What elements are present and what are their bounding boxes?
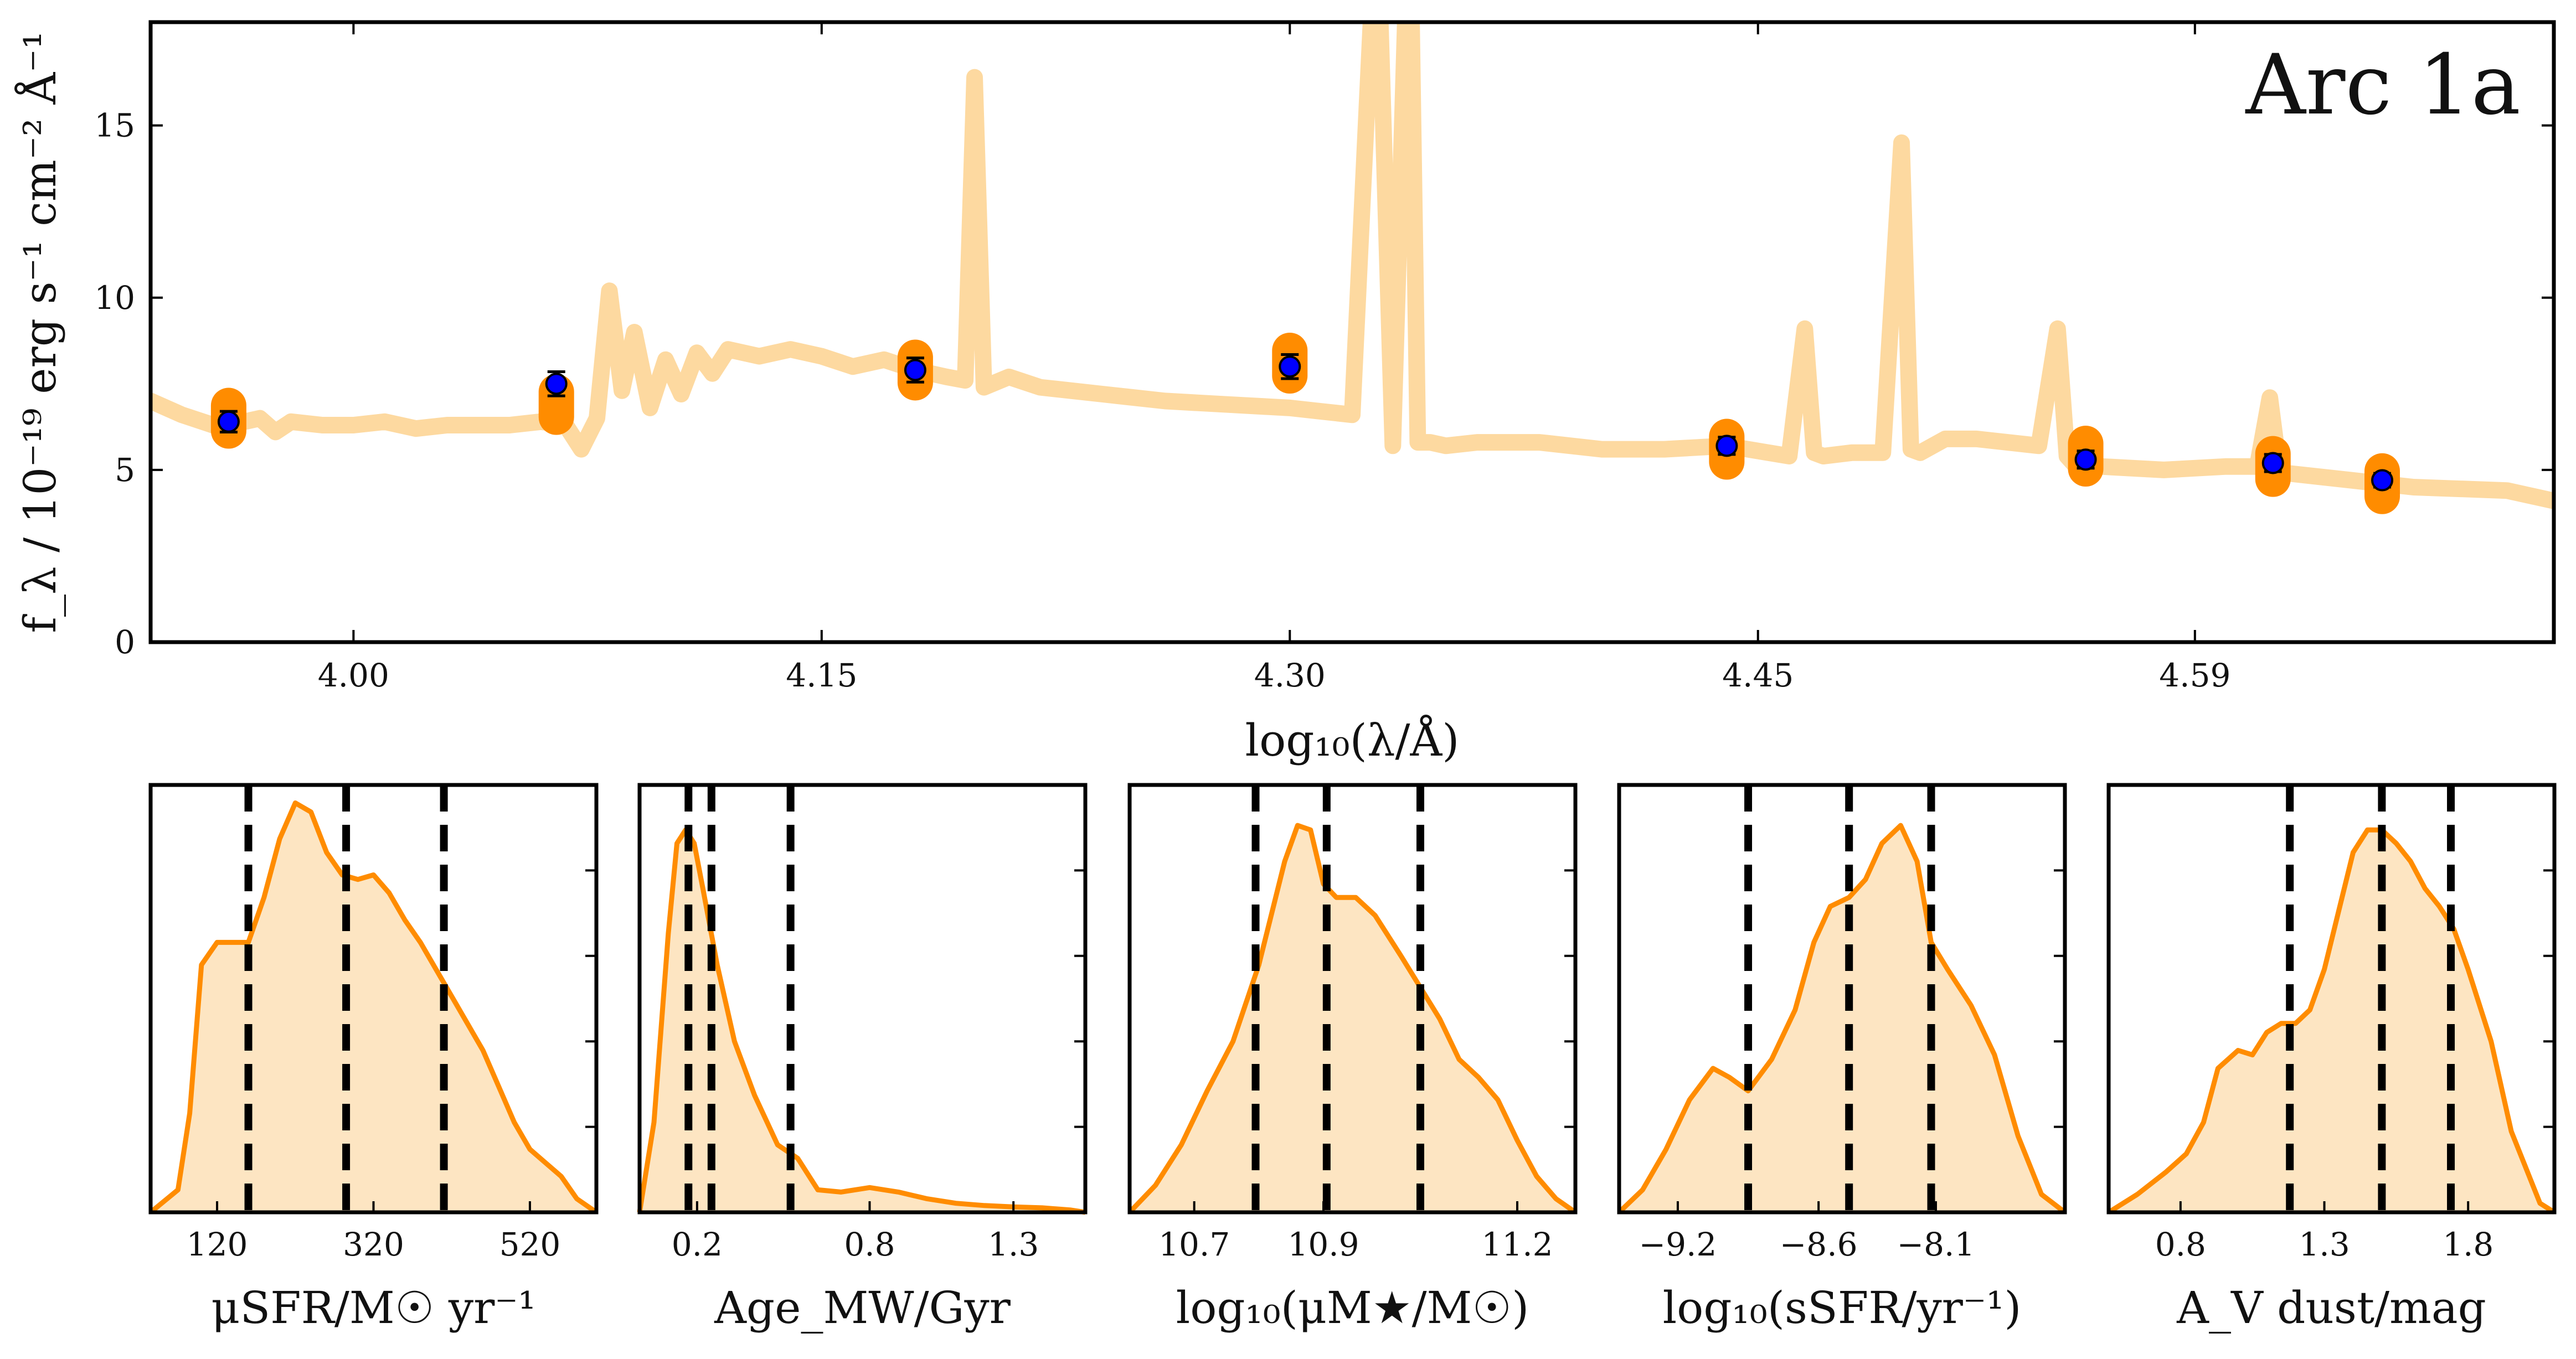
posterior-x-axis-label: μSFR/M☉ yr⁻¹ (211, 1282, 535, 1334)
sed-x-tick-label: 4.00 (318, 657, 389, 694)
sed-axes: 4.00 4.15 4.30 4.45 4.59 0 5 10 15 (94, 20, 2556, 694)
sed-x-axis-label: log₁₀(λ/Å) (1245, 714, 1460, 766)
observed-photometry-point (2371, 469, 2393, 492)
posterior-x-axis-label: Age_MW/Gyr (714, 1282, 1011, 1334)
posterior-x-tick-label: −8.6 (1780, 1226, 1858, 1263)
posterior-x-axis-label: log₁₀(μM★/M☉) (1176, 1282, 1529, 1334)
panel-annotation: Arc 1a (2245, 37, 2521, 133)
sed-y-tick-label: 10 (94, 279, 135, 317)
sed-x-tick-label: 4.45 (1722, 657, 1794, 694)
posterior-x-tick-label: 11.2 (1481, 1226, 1553, 1263)
posterior-x-tick-label: 120 (187, 1226, 248, 1263)
posterior-panel: 10.7 10.9 11.2 log₁₀(μM★/M☉) (1127, 783, 1578, 1334)
posterior-x-axis-label: A_V dust/mag (2176, 1282, 2486, 1334)
posterior-curve (637, 827, 1086, 1215)
posterior-panel: 120 320 520 μSFR/M☉ yr⁻¹ (148, 783, 599, 1334)
posterior-x-axis-label: log₁₀(sSFR/yr⁻¹) (1663, 1282, 2022, 1334)
model-spectrum-line (151, 22, 2554, 509)
posterior-x-tick-label: 1.3 (2299, 1226, 2350, 1263)
posterior-panels: 120 320 520 μSFR/M☉ yr⁻¹ 0.2 0.8 1.3 Age_MW/Gyr… (148, 783, 2557, 1334)
observed-photometry-point (217, 410, 240, 433)
observed-photometry-point (1715, 435, 1738, 457)
posterior-frame (1617, 783, 2067, 1215)
sed-y-tick-label: 0 (115, 623, 135, 661)
observed-photometry-point (1279, 355, 1301, 378)
posterior-curve (1617, 823, 2067, 1215)
posterior-curve (149, 800, 598, 1215)
posterior-x-tick-label: 520 (499, 1226, 561, 1263)
posterior-x-tick-label: 10.9 (1287, 1226, 1359, 1263)
sed-panel: 4.00 4.15 4.30 4.45 4.59 0 5 10 15 Arc 1a log₁₀(… (14, 20, 2556, 766)
posterior-fill (1619, 825, 2065, 1212)
observed-photometry-point (2261, 452, 2284, 474)
posterior-x-tick-label: 0.8 (2155, 1226, 2206, 1263)
sed-y-axis-label: f_λ / 10⁻¹⁹ erg s⁻¹ cm⁻² Å⁻¹ (14, 31, 66, 633)
posterior-x-tick-label: −9.2 (1639, 1226, 1717, 1263)
posterior-frame (1127, 783, 1578, 1215)
posterior-frame (2106, 783, 2557, 1215)
posterior-x-tick-label: 0.8 (844, 1226, 895, 1263)
posterior-panel: 0.8 1.3 1.8 A_V dust/mag (2106, 783, 2557, 1334)
sed-y-tick-label: 5 (115, 451, 135, 489)
posterior-fill (640, 830, 1085, 1212)
posterior-x-tick-label: 1.8 (2443, 1226, 2493, 1263)
posterior-x-tick-label: 1.3 (988, 1226, 1039, 1263)
posterior-x-tick-label: 320 (343, 1226, 404, 1263)
sed-frame (148, 20, 2556, 644)
posterior-x-tick-label: 0.2 (672, 1226, 723, 1263)
posterior-frame (637, 783, 1088, 1215)
sed-x-tick-label: 4.30 (1254, 657, 1326, 694)
sed-y-tick-label: 15 (94, 107, 135, 144)
posterior-x-tick-label: 10.7 (1158, 1226, 1230, 1263)
posterior-curve (2107, 827, 2556, 1215)
posterior-fill (2109, 830, 2554, 1212)
observed-photometry-point (2074, 448, 2097, 471)
posterior-curve (1127, 823, 1577, 1215)
posterior-panel: 0.2 0.8 1.3 Age_MW/Gyr (637, 783, 1088, 1334)
posterior-fill (1130, 825, 1575, 1212)
posterior-panel: −9.2 −8.6 −8.1 log₁₀(sSFR/yr⁻¹) (1617, 783, 2067, 1334)
posterior-x-tick-label: −8.1 (1897, 1226, 1975, 1263)
observed-photometry-point (545, 373, 568, 395)
sed-x-tick-label: 4.15 (786, 657, 857, 694)
observed-photometry-point (904, 359, 926, 381)
sed-x-tick-label: 4.59 (2159, 657, 2230, 694)
sed-plot-area (151, 22, 2554, 514)
